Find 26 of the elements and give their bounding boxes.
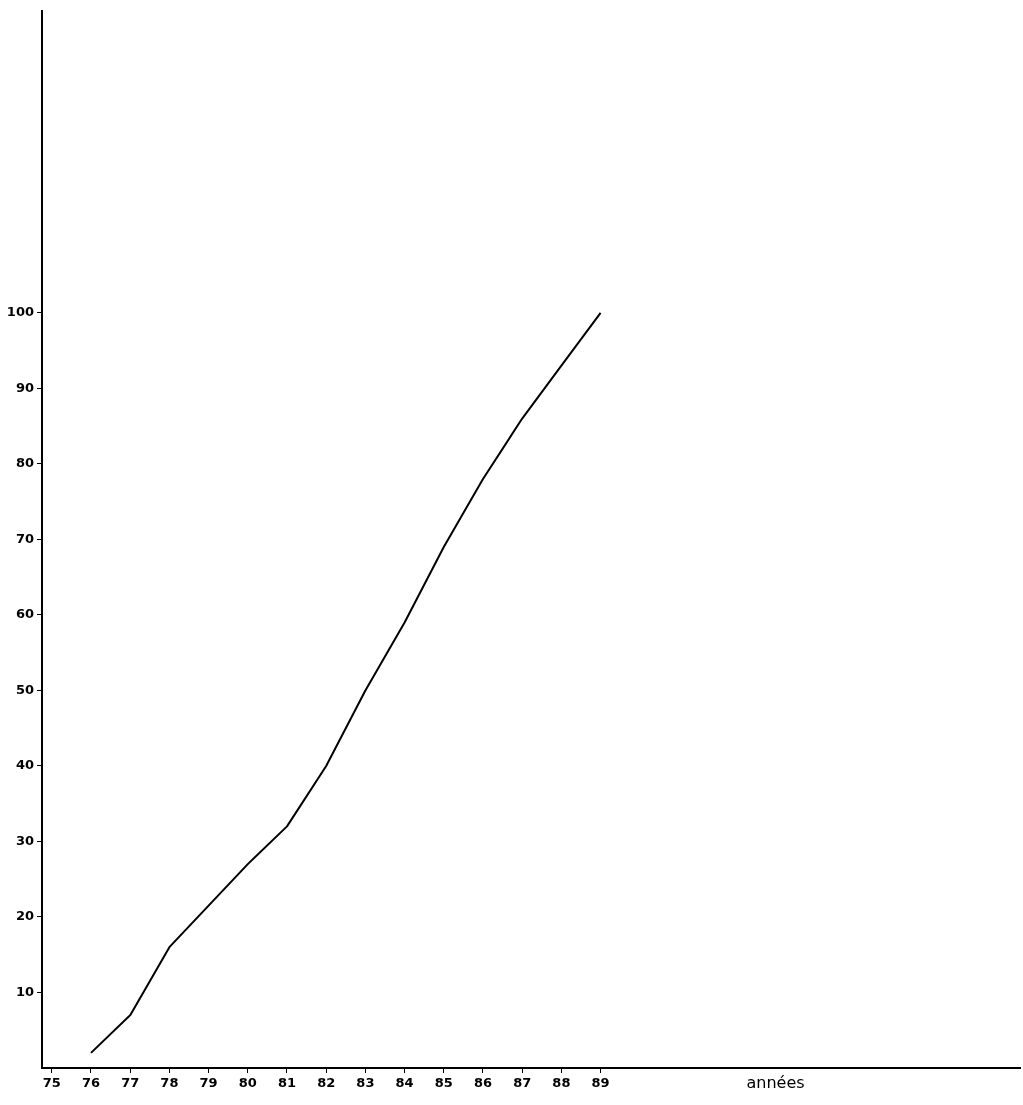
x-axis-title: années	[746, 1073, 805, 1093]
y-tick-label: 70	[15, 530, 34, 546]
y-tick-label: 100	[6, 304, 34, 320]
x-tick-label: 83	[356, 1075, 375, 1091]
x-tick-label: 75	[42, 1075, 61, 1091]
y-tick-label: 40	[15, 757, 34, 773]
x-tick-label: 87	[513, 1075, 532, 1091]
x-tick-label: 81	[277, 1075, 297, 1091]
x-tick-label: 86	[473, 1075, 493, 1091]
x-tick-label: 79	[199, 1075, 218, 1091]
x-tick-label: 88	[552, 1075, 571, 1091]
x-tick-label: 77	[121, 1075, 140, 1091]
y-tick-label: 10	[15, 983, 34, 999]
x-tick-label: 76	[81, 1075, 101, 1091]
y-tick-label: 20	[15, 908, 34, 924]
y-tick-label: 80	[15, 455, 34, 471]
x-tick-label: 85	[434, 1075, 453, 1091]
x-tick-label: 84	[395, 1075, 414, 1091]
x-tick-label: 78	[160, 1075, 179, 1091]
y-tick-label: 90	[15, 379, 34, 395]
y-tick-label: 50	[15, 681, 34, 697]
y-tick-label: 30	[15, 832, 34, 848]
x-tick-label: 89	[591, 1075, 610, 1091]
x-tick-label: 80	[238, 1075, 257, 1091]
x-tick-label: 82	[317, 1075, 336, 1091]
y-tick-label: 60	[15, 606, 34, 622]
